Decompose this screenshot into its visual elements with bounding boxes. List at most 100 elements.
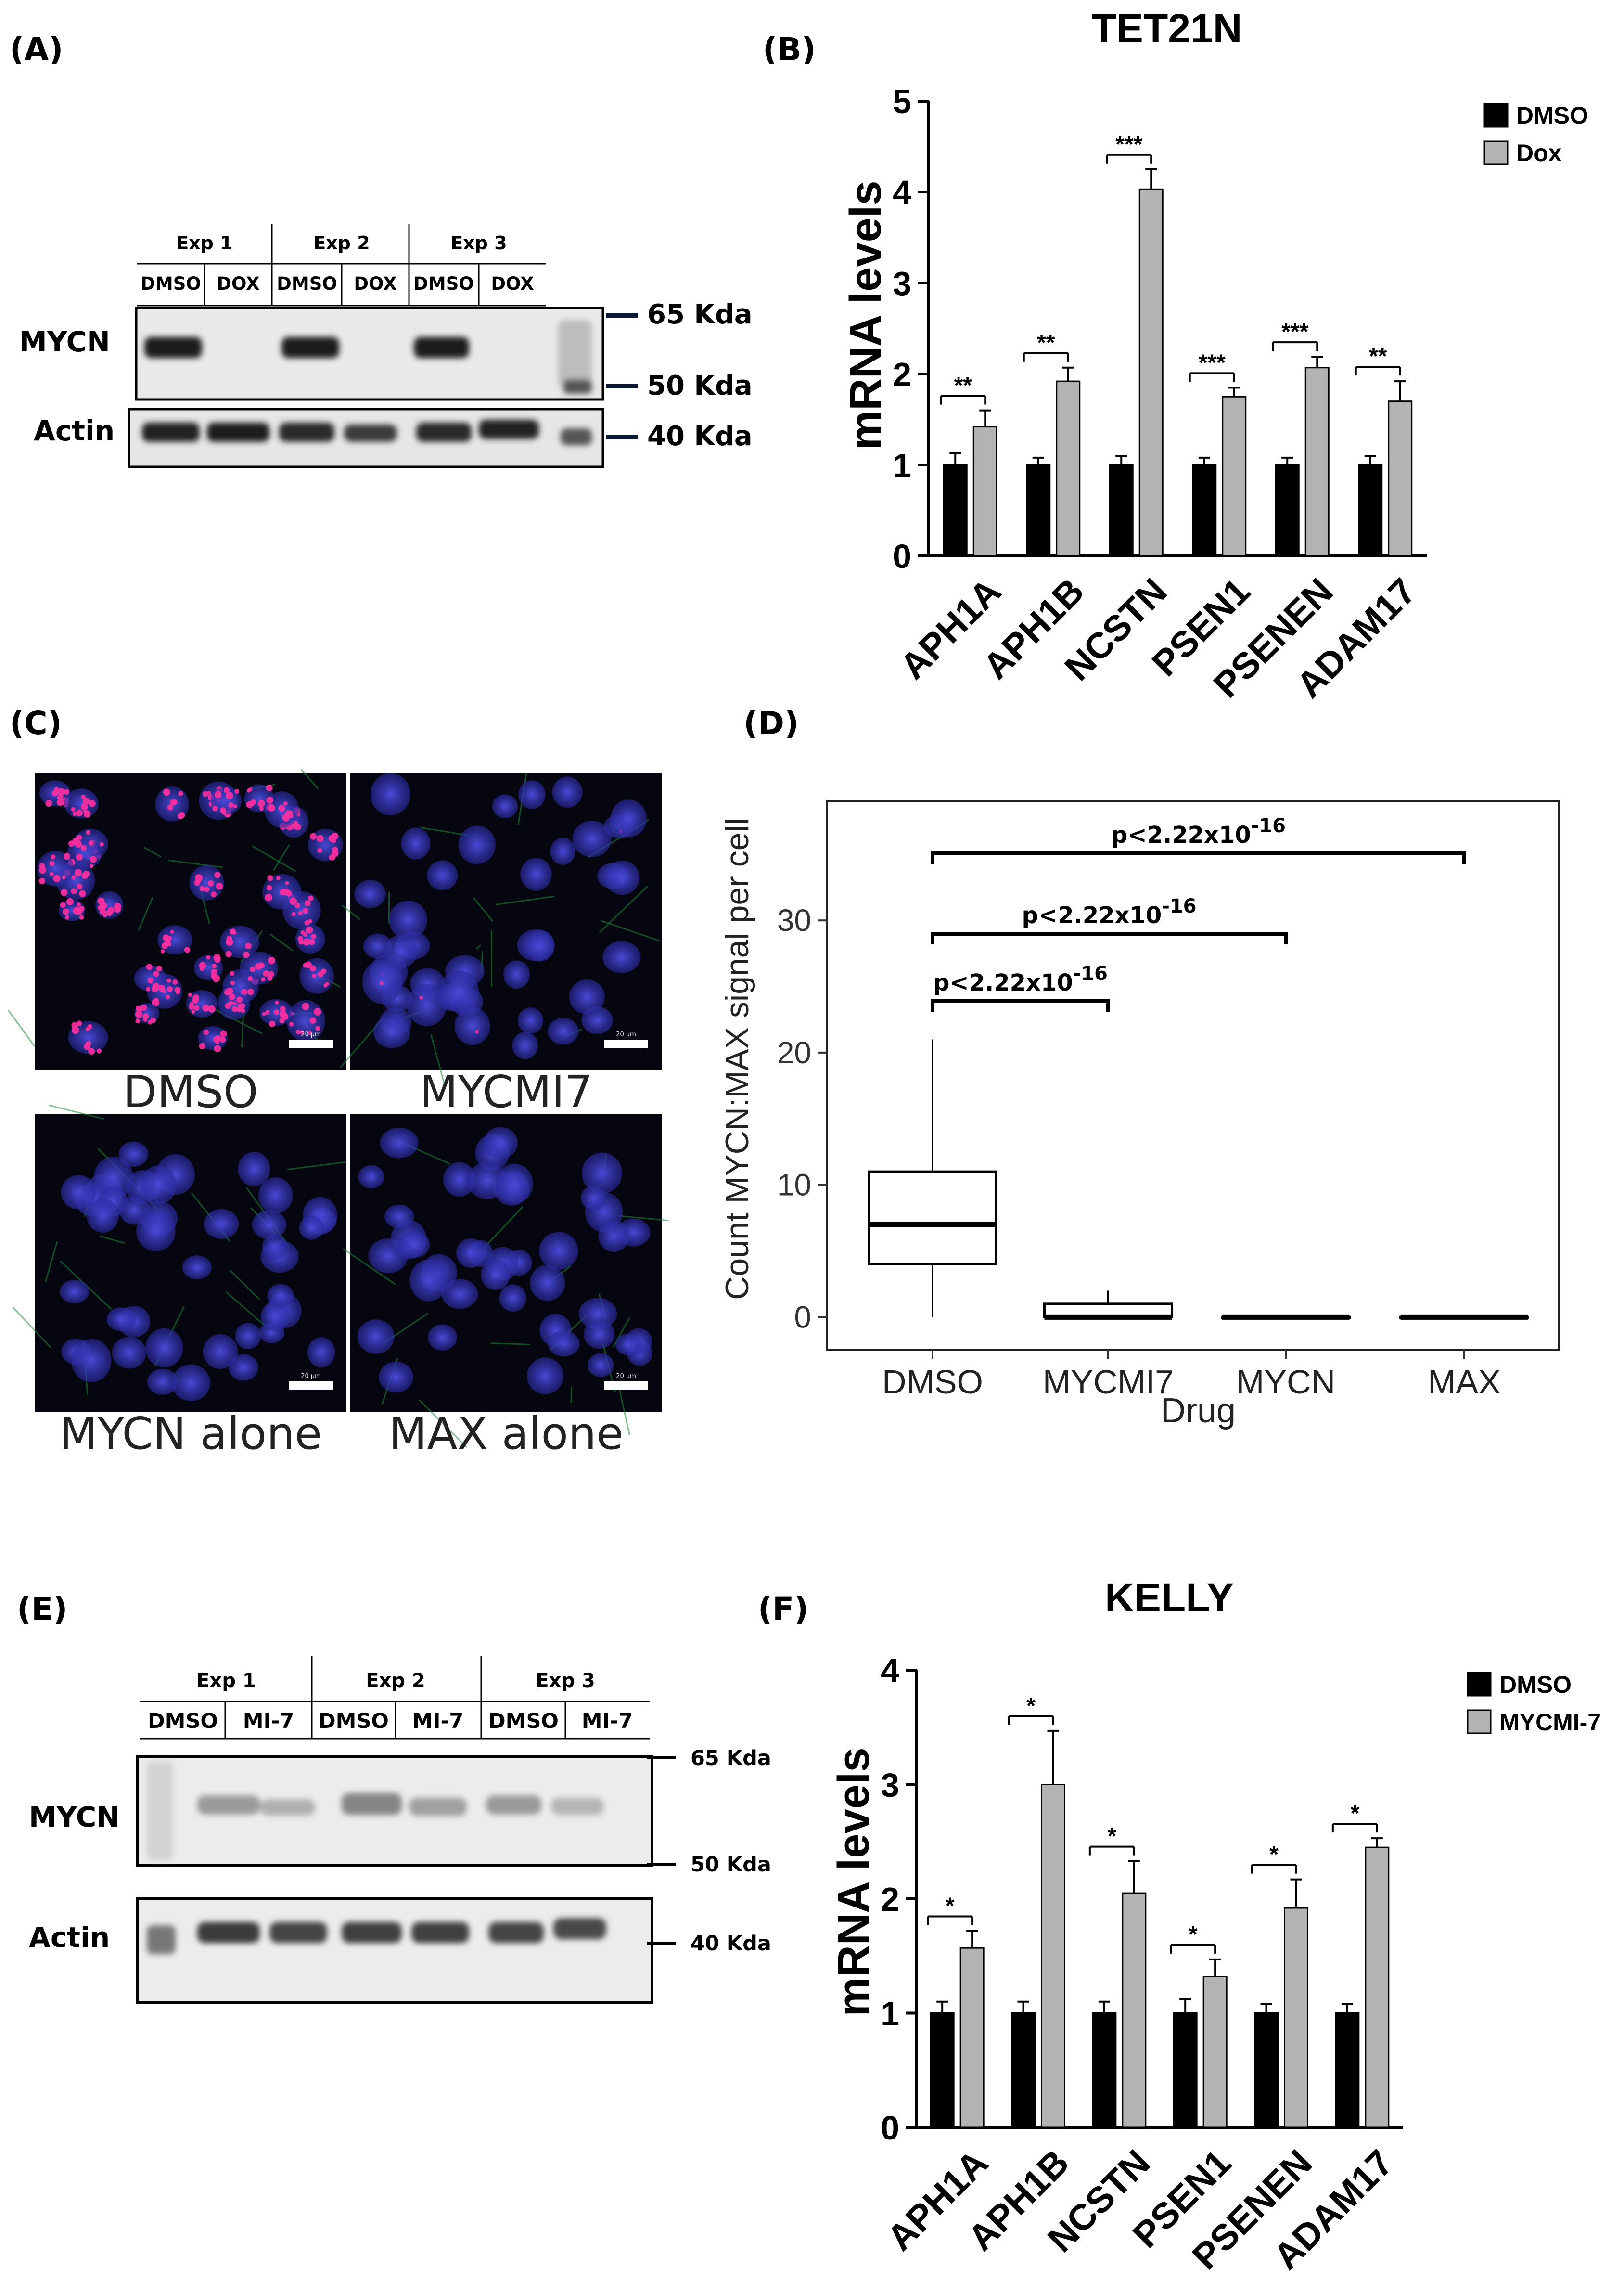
significance-label: **	[1037, 330, 1055, 356]
pla-signal-dot	[100, 902, 107, 909]
actin-fiber	[341, 904, 360, 920]
pla-signal-dot	[72, 812, 77, 816]
pla-signal-dot	[66, 898, 74, 905]
pla-signal-dot	[60, 889, 68, 896]
pla-signal-dot	[170, 930, 174, 934]
pla-signal-dot	[225, 1003, 231, 1009]
nucleus	[512, 1031, 538, 1059]
pla-signal-dot	[307, 1031, 312, 1035]
pla-signal-dot	[147, 978, 154, 984]
actin-fiber	[252, 845, 296, 872]
legend-label: DMSO	[1499, 1671, 1572, 1698]
nucleus	[203, 1334, 238, 1369]
nucleus	[60, 1279, 90, 1303]
y-tick-label: 10	[777, 1168, 811, 1202]
nucleus	[527, 1357, 564, 1394]
pla-signal-dot	[167, 805, 172, 810]
nucleus	[228, 1354, 258, 1381]
blot-e-exp-1: Exp 1	[196, 1670, 256, 1692]
pla-signal-dot	[192, 994, 199, 1001]
nucleus	[495, 1163, 533, 1204]
nucleus	[481, 1259, 511, 1290]
pla-signal-dot	[199, 962, 206, 969]
x-tick-label: DMSO	[882, 1363, 983, 1401]
pla-signal-dot	[419, 995, 423, 1000]
nucleus	[456, 1238, 485, 1268]
pla-signal-dot	[156, 966, 162, 972]
nucleus	[260, 1302, 290, 1331]
scale-bar-label-1: 20 µm	[301, 1031, 321, 1038]
pla-signal-dot	[265, 1010, 270, 1015]
nucleus	[520, 858, 552, 891]
pla-signal-dot	[203, 1029, 209, 1035]
y-tick-label: 30	[777, 903, 811, 938]
western-blot-e: Exp 1 Exp 2 Exp 3 DMSO MI-7 DMSO MI-7 DM…	[29, 1656, 771, 2004]
pla-signal-dot	[230, 928, 236, 934]
panel-label-c: (C)	[10, 705, 62, 742]
pla-signal-dot	[212, 805, 218, 812]
panel-label-b: (B)	[763, 31, 816, 68]
legend-label: DMSO	[1516, 102, 1588, 129]
blot-e-lane-6: MI-7	[582, 1709, 633, 1733]
blot-e-lane-4: MI-7	[412, 1709, 464, 1733]
blot-e-exp-2: Exp 2	[366, 1670, 425, 1692]
pla-signal-dot	[225, 951, 232, 957]
panel-label-a: (A)	[10, 31, 63, 68]
bar-mycmi-7-psen1	[1202, 1976, 1228, 2128]
nucleus	[441, 1279, 478, 1309]
pla-signal-dot	[228, 802, 234, 808]
nucleus	[409, 1259, 448, 1302]
actin-fiber	[473, 898, 494, 922]
scale-bar-2: 20 µm	[604, 1031, 648, 1048]
actin-fiber	[481, 1206, 524, 1251]
x-tick-label: MAX	[1428, 1363, 1501, 1401]
nucleus	[503, 960, 530, 989]
nucleus	[572, 820, 612, 857]
nucleus	[518, 1007, 544, 1034]
significance-label: **	[1369, 344, 1387, 369]
pla-signal-dot	[199, 1043, 205, 1050]
pla-signal-dot	[214, 791, 222, 798]
pla-signal-dot	[178, 791, 183, 796]
pla-signal-dot	[266, 785, 273, 792]
pla-signal-dot	[188, 992, 192, 997]
pla-signal-dot	[76, 809, 83, 817]
pla-signal-dot	[64, 789, 70, 795]
pla-signal-dot	[83, 810, 91, 818]
pla-signal-dot	[177, 813, 184, 820]
bar-mycmi-7-ncstn	[1122, 1892, 1147, 2128]
significance-label: *	[946, 1894, 955, 1919]
pla-signal-dot	[302, 1003, 309, 1010]
pla-signal-dot	[230, 971, 235, 976]
nucleus	[530, 1264, 565, 1301]
blot-a-marker-65: 65 Kda	[647, 299, 753, 330]
nucleus	[598, 1220, 629, 1252]
nucleus	[439, 970, 479, 1013]
pla-signal-dot	[60, 902, 66, 908]
pla-signal-dot	[89, 800, 96, 807]
x-tick-label: MYCMI7	[1043, 1363, 1174, 1401]
pla-signal-dot	[308, 895, 314, 901]
nucleus	[398, 1231, 430, 1258]
actin-fiber	[229, 1270, 260, 1300]
nucleus	[136, 1210, 176, 1251]
micro-panel-mycn-alone	[12, 1104, 346, 1412]
pla-signal-dot	[63, 908, 69, 915]
nucleus	[380, 1127, 419, 1159]
comparison-bracket	[931, 851, 1466, 864]
plot-frame	[826, 800, 1560, 1351]
p-value-base: p<2.22x10	[1111, 822, 1251, 849]
nucleus	[204, 1209, 239, 1239]
pla-signal-dot	[265, 893, 272, 902]
blot-a-row-mycn: MYCN	[19, 325, 110, 358]
blot-a-row-actin: Actin	[34, 414, 115, 447]
pla-signal-dot	[153, 982, 160, 990]
blot-a-lane-5: DMSO	[413, 273, 474, 294]
bar-mycmi-7-aph1b	[1041, 1784, 1065, 2128]
nucleus	[581, 1186, 606, 1211]
bar-dox-aph1b	[1056, 380, 1081, 557]
pla-signal-dot	[311, 934, 317, 940]
y-tick-label: 5	[893, 83, 911, 120]
pla-signal-dot	[300, 1030, 305, 1035]
pla-signal-dot	[196, 879, 201, 884]
